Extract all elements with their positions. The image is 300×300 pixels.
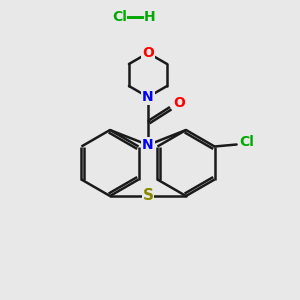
Text: H: H [144,10,156,24]
Text: Cl: Cl [112,10,128,24]
Text: N: N [142,138,154,152]
Text: S: S [142,188,154,203]
Text: O: O [142,46,154,60]
Text: N: N [142,90,154,104]
Text: O: O [173,96,185,110]
Text: Cl: Cl [239,136,254,149]
